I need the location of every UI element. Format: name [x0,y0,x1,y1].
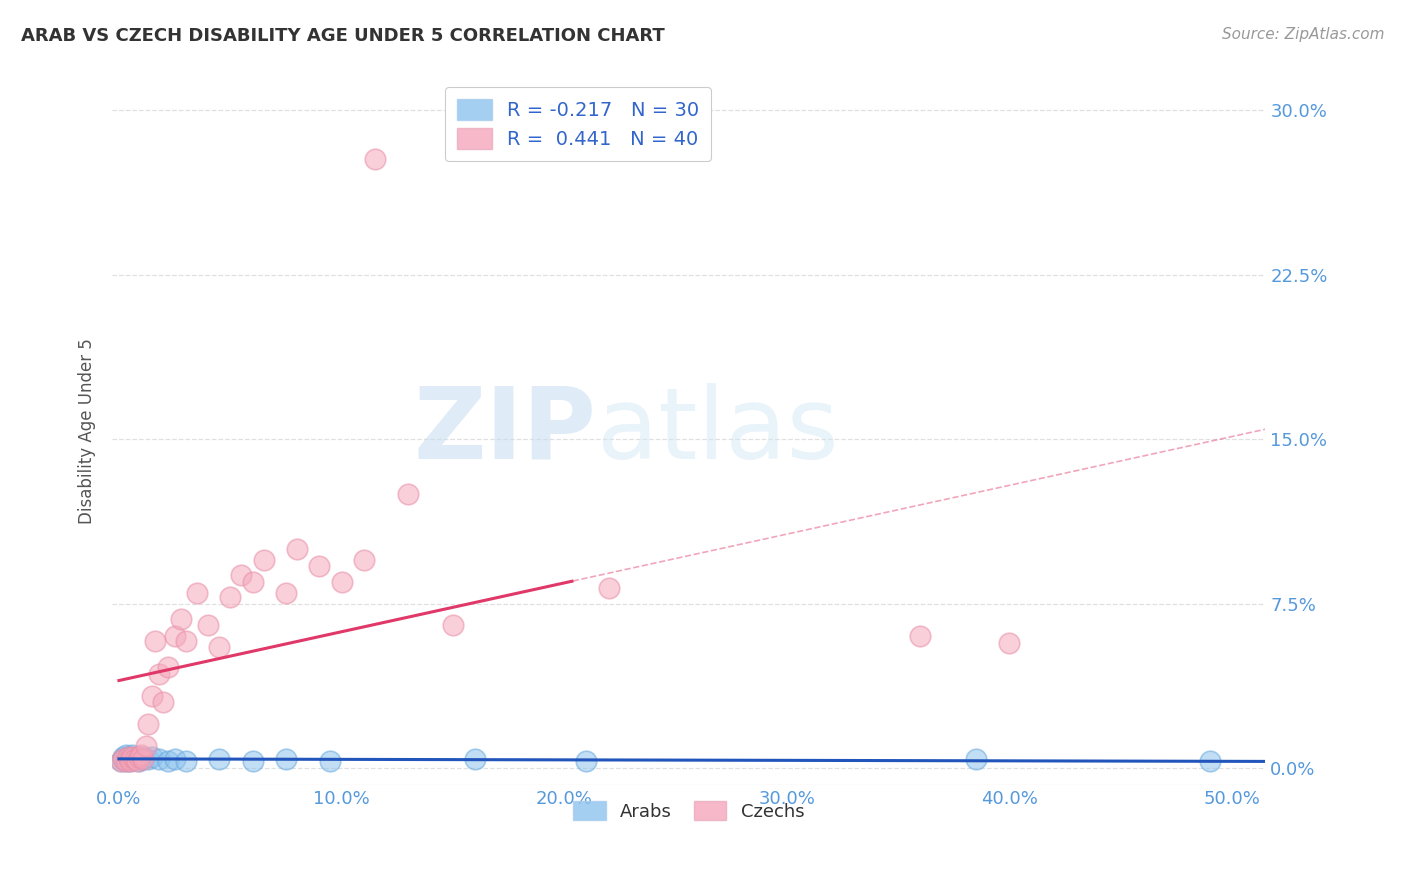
Point [208,640,231,655]
Point [112,750,135,764]
Point [253,552,276,566]
Point [598,581,620,595]
Text: ARAB VS CZECH DISABILITY AGE UNDER 5 CORRELATION CHART: ARAB VS CZECH DISABILITY AGE UNDER 5 COR… [21,27,665,45]
Point [132,750,155,764]
Point [231,568,253,582]
Point [143,633,166,648]
Point [330,574,353,589]
Point [128,750,150,764]
Legend: Arabs, Czechs: Arabs, Czechs [564,791,814,830]
Point [117,750,139,764]
Point [121,747,143,762]
Point [464,752,486,766]
Point [163,629,186,643]
Point [998,636,1021,650]
Text: ZIP: ZIP [413,383,596,480]
Point [132,752,155,766]
Point [117,752,139,766]
Point [156,755,179,769]
Point [121,752,143,766]
Point [965,752,987,766]
Point [308,559,330,574]
Point [141,689,163,703]
Y-axis label: Disability Age Under 5: Disability Age Under 5 [79,338,96,524]
Point [117,750,139,764]
Point [136,717,159,731]
Point [242,755,264,769]
Point [129,747,152,762]
Point [441,618,464,632]
Point [141,750,163,764]
Point [219,590,242,604]
Point [242,574,264,589]
Point [112,752,135,766]
Point [114,755,136,769]
Point [135,739,157,753]
Point [148,666,170,681]
Point [125,755,148,769]
Point [129,752,152,766]
Point [396,487,419,501]
Point [114,755,136,769]
Point [208,752,231,766]
Text: Source: ZipAtlas.com: Source: ZipAtlas.com [1222,27,1385,42]
Point [118,755,141,769]
Point [125,750,148,764]
Text: atlas: atlas [596,383,838,480]
Point [156,660,179,674]
Point [319,755,342,769]
Point [128,755,150,769]
Point [197,618,219,632]
Point [136,752,159,766]
Point [110,755,132,769]
Point [112,752,135,766]
Point [170,612,193,626]
Point [1198,755,1220,769]
Point [186,585,208,599]
Point [152,695,174,709]
Point [118,750,141,764]
Point [575,755,598,769]
Point [118,752,141,766]
Point [124,752,146,766]
Point [274,752,297,766]
Point [118,755,141,769]
Point [285,541,308,556]
Point [114,747,136,762]
Point [148,752,170,766]
Point [110,755,132,769]
Point [274,585,297,599]
Point [163,752,186,766]
Point [910,629,932,643]
Point [124,752,146,766]
Point [353,552,375,566]
Point [121,750,143,764]
Point [174,755,197,769]
Point [364,152,387,166]
Point [174,633,197,648]
